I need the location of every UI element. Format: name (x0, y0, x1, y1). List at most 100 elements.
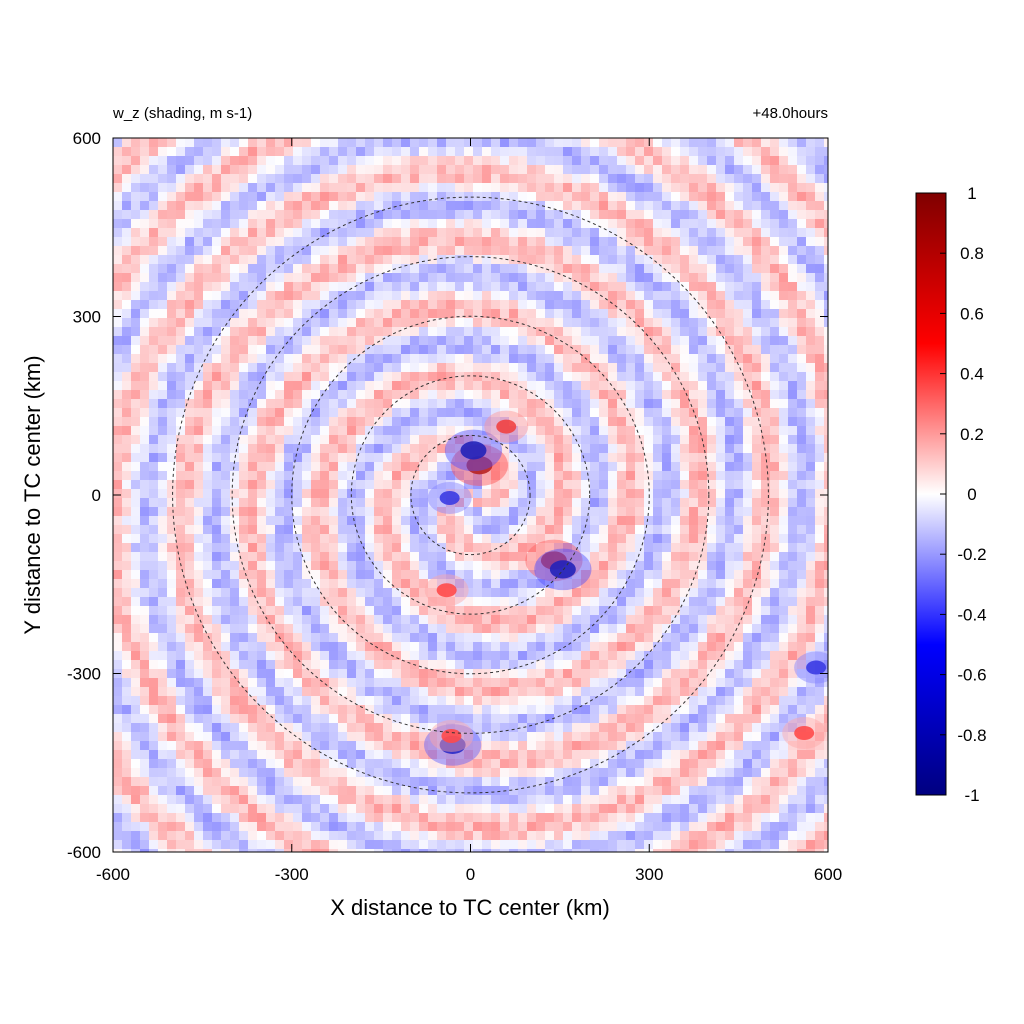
field-cell (365, 615, 374, 624)
field-cell (662, 390, 671, 399)
field-cell (419, 435, 428, 444)
field-cell (419, 795, 428, 804)
field-cell (311, 777, 320, 786)
field-cell (320, 795, 329, 804)
field-cell (230, 282, 239, 291)
field-cell (446, 597, 455, 606)
field-cell (131, 489, 140, 498)
field-cell (554, 372, 563, 381)
field-cell (302, 336, 311, 345)
field-cell (455, 336, 464, 345)
field-cell (644, 660, 653, 669)
field-cell (644, 273, 653, 282)
field-cell (635, 480, 644, 489)
field-cell (203, 390, 212, 399)
field-cell (347, 741, 356, 750)
field-cell (644, 606, 653, 615)
field-cell (401, 696, 410, 705)
field-cell (509, 750, 518, 759)
field-cell (581, 687, 590, 696)
field-cell (122, 696, 131, 705)
field-cell (374, 552, 383, 561)
field-cell (347, 417, 356, 426)
field-cell (644, 381, 653, 390)
field-cell (311, 786, 320, 795)
field-cell (392, 291, 401, 300)
field-cell (320, 201, 329, 210)
field-cell (185, 255, 194, 264)
field-cell (266, 372, 275, 381)
field-cell (617, 309, 626, 318)
field-cell (482, 318, 491, 327)
field-cell (392, 444, 401, 453)
field-cell (257, 561, 266, 570)
field-cell (230, 480, 239, 489)
field-cell (635, 633, 644, 642)
field-cell (554, 831, 563, 840)
field-cell (626, 165, 635, 174)
field-cell (455, 651, 464, 660)
field-cell (653, 174, 662, 183)
field-cell (608, 246, 617, 255)
field-cell (644, 237, 653, 246)
field-cell (563, 210, 572, 219)
field-cell (653, 561, 662, 570)
field-cell (158, 462, 167, 471)
field-cell (302, 696, 311, 705)
field-cell (257, 633, 266, 642)
field-cell (455, 462, 464, 471)
field-cell (122, 849, 131, 852)
field-cell (635, 381, 644, 390)
field-cell (662, 561, 671, 570)
field-cell (185, 534, 194, 543)
field-cell (239, 363, 248, 372)
field-cell (437, 174, 446, 183)
field-cell (338, 507, 347, 516)
field-cell (140, 453, 149, 462)
field-cell (185, 300, 194, 309)
field-cell (437, 795, 446, 804)
field-cell (167, 318, 176, 327)
field-cell (176, 480, 185, 489)
field-cell (293, 471, 302, 480)
field-cell (428, 696, 437, 705)
field-cell (266, 264, 275, 273)
field-cell (662, 165, 671, 174)
field-cell (347, 633, 356, 642)
field-cell (248, 642, 257, 651)
field-cell (464, 498, 473, 507)
field-cell (185, 237, 194, 246)
field-cell (221, 210, 230, 219)
field-cell (383, 201, 392, 210)
field-cell (581, 417, 590, 426)
field-cell (437, 750, 446, 759)
field-cell (545, 795, 554, 804)
field-cell (347, 804, 356, 813)
field-cell (464, 273, 473, 282)
field-cell (239, 264, 248, 273)
field-cell (437, 372, 446, 381)
field-cell (590, 417, 599, 426)
field-cell (545, 822, 554, 831)
field-cell (572, 372, 581, 381)
field-cell (347, 444, 356, 453)
field-cell (653, 165, 662, 174)
field-cell (113, 219, 122, 228)
field-cell (563, 291, 572, 300)
field-cell (275, 525, 284, 534)
field-cell (500, 840, 509, 849)
field-cell (122, 255, 131, 264)
field-cell (356, 624, 365, 633)
field-cell (329, 417, 338, 426)
field-cell (563, 507, 572, 516)
field-cell (203, 264, 212, 273)
field-cell (491, 831, 500, 840)
field-cell (653, 660, 662, 669)
field-cell (437, 453, 446, 462)
field-cell (347, 264, 356, 273)
field-cell (500, 156, 509, 165)
field-cell (590, 489, 599, 498)
field-cell (653, 822, 662, 831)
field-cell (113, 732, 122, 741)
field-cell (455, 759, 464, 768)
